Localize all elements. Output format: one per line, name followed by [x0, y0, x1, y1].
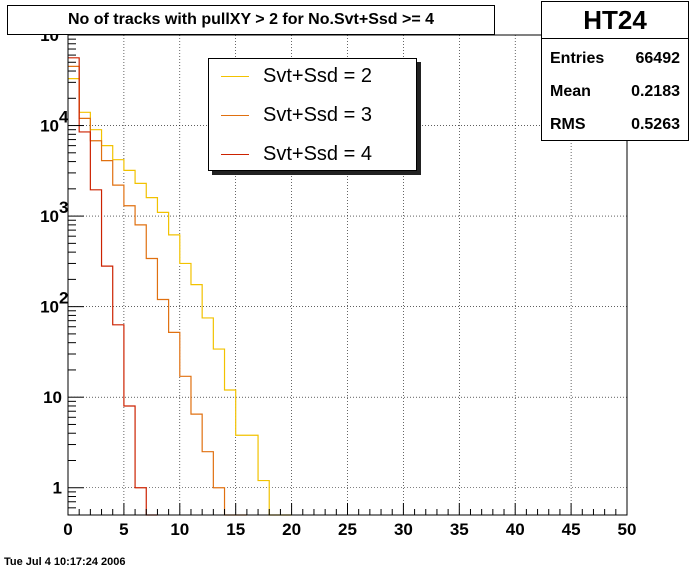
legend-label: Svt+Ssd = 2 [263, 65, 372, 87]
stats-box: HT24 Entries 66492 Mean 0.2183 RMS 0.526… [541, 1, 689, 141]
x-tick-label: 10 [170, 520, 189, 539]
y-tick-exponent: 4 [59, 108, 69, 127]
x-tick-label: 40 [506, 520, 525, 539]
x-tick-label: 45 [562, 520, 581, 539]
legend-line-swatch [221, 154, 249, 155]
chart-title: No of tracks with pullXY > 2 for No.Svt+… [67, 11, 435, 28]
series-line [68, 65, 247, 516]
y-tick-label: 1 [53, 479, 62, 498]
series-line [68, 77, 292, 516]
x-tick-label: 15 [226, 520, 245, 539]
stats-value: 0.2183 [631, 83, 680, 100]
stats-row-entries: Entries 66492 [542, 42, 688, 76]
series-line [68, 57, 158, 516]
legend-entry: Svt+Ssd = 4 [209, 138, 416, 171]
stats-label: Mean [550, 83, 591, 100]
legend-entry: Svt+Ssd = 2 [209, 60, 416, 93]
legend: Svt+Ssd = 2 Svt+Ssd = 3 Svt+Ssd = 4 [208, 58, 417, 171]
x-tick-label: 0 [63, 520, 72, 539]
x-tick-label: 50 [618, 520, 637, 539]
y-tick-label: 10 [43, 388, 62, 407]
x-tick-label: 35 [450, 520, 469, 539]
timestamp: Tue Jul 4 10:17:24 2006 [4, 556, 126, 568]
y-tick-label: 10 [40, 207, 59, 226]
x-tick-label: 5 [119, 520, 128, 539]
legend-label: Svt+Ssd = 4 [263, 143, 372, 165]
stats-label: Entries [550, 50, 605, 67]
y-tick-exponent: 2 [59, 289, 68, 308]
stats-label: RMS [550, 116, 586, 133]
stats-histogram-name: HT24 [542, 2, 688, 39]
title-box: No of tracks with pullXY > 2 for No.Svt+… [7, 5, 495, 35]
x-tick-label: 20 [282, 520, 301, 539]
stats-value: 66492 [635, 50, 681, 67]
stats-row-mean: Mean 0.2183 [542, 75, 688, 109]
legend-label: Svt+Ssd = 3 [263, 104, 372, 126]
y-tick-exponent: 3 [59, 198, 68, 217]
y-tick-label: 10 [40, 117, 59, 136]
stats-row-rms: RMS 0.5263 [542, 108, 688, 142]
legend-entry: Svt+Ssd = 3 [209, 99, 416, 132]
y-tick-label: 10 [40, 298, 59, 317]
legend-line-swatch [221, 115, 249, 116]
x-tick-label: 25 [338, 520, 357, 539]
legend-line-swatch [221, 76, 249, 77]
x-tick-label: 30 [394, 520, 413, 539]
stats-value: 0.5263 [631, 116, 680, 133]
